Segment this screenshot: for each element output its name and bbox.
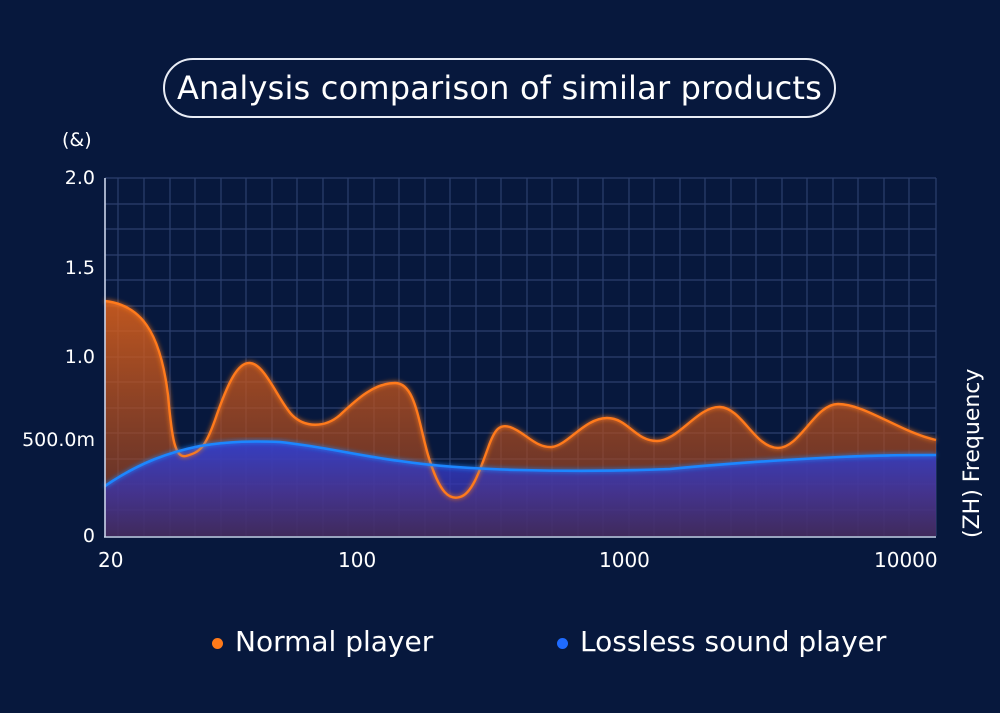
x-tick-20: 20 <box>98 548 124 572</box>
normal-player-line <box>104 299 937 499</box>
lossless-player-line <box>104 440 937 488</box>
y-tick-1-0: 1.0 <box>64 346 95 368</box>
y-tick-2-0: 2.0 <box>64 167 95 189</box>
y-tick-0-5: 500.0m <box>22 429 95 451</box>
legend-label: Normal player <box>235 625 434 658</box>
y-tick-0: 0 <box>82 525 95 547</box>
y-tick-1-5: 1.5 <box>64 257 95 279</box>
legend-dot-blue-icon <box>557 638 568 649</box>
x-tick-1000: 1000 <box>599 548 650 572</box>
legend-dot-orange-icon <box>212 638 223 649</box>
legend-item-lossless-player: Lossless sound player <box>557 625 886 658</box>
x-axis-label: (ZH) Frequency <box>960 368 985 538</box>
x-tick-10000: 10000 <box>874 548 938 572</box>
chart-title: Analysis comparison of similar products <box>163 58 836 118</box>
chart-title-text: Analysis comparison of similar products <box>176 69 823 107</box>
y-axis-unit: (&) <box>62 129 92 151</box>
legend-item-normal-player: Normal player <box>212 625 433 658</box>
legend-label: Lossless sound player <box>580 625 887 658</box>
x-tick-100: 100 <box>338 548 377 572</box>
